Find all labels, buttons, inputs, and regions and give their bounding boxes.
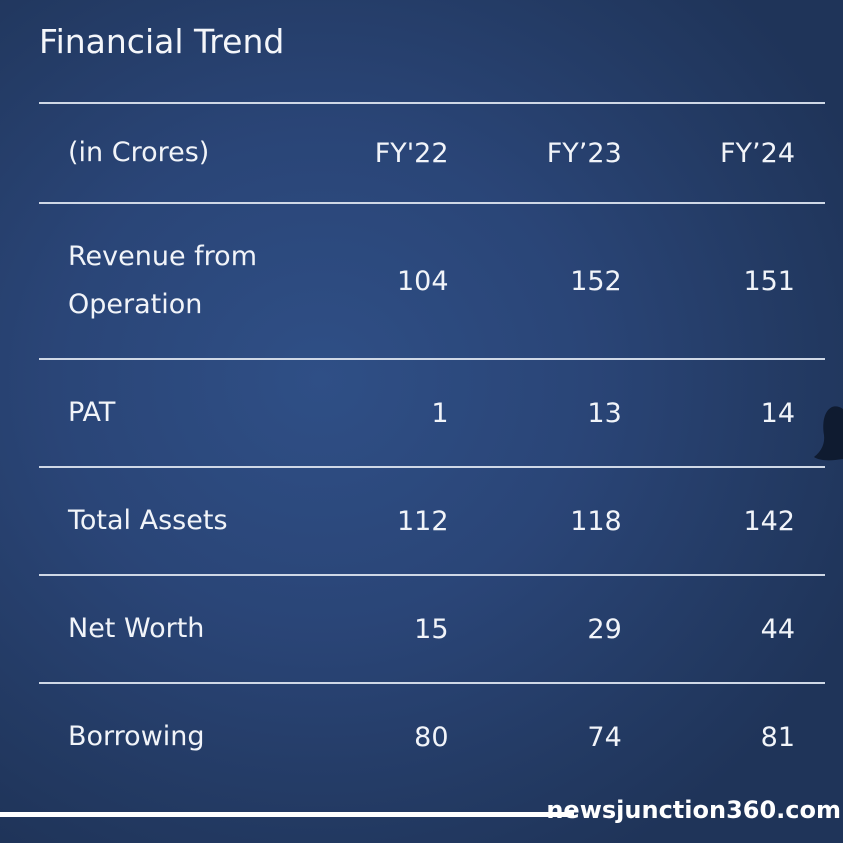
cell-value: 15 xyxy=(295,574,449,683)
row-label: Revenue from Operation xyxy=(39,202,296,359)
table-row: Net Worth 15 29 44 xyxy=(39,574,825,683)
row-label: PAT xyxy=(39,358,296,467)
footer-divider xyxy=(0,812,574,817)
cell-value: 104 xyxy=(295,202,449,359)
watermark-text: newsjunction360.com xyxy=(546,796,841,824)
header-fy24: FY’24 xyxy=(621,102,825,203)
row-label: Total Assets xyxy=(39,466,296,575)
cell-value: 1 xyxy=(295,358,449,467)
cell-value: 14 xyxy=(621,358,825,467)
table-row: Borrowing 80 74 81 xyxy=(39,682,825,790)
financial-trend-table: (in Crores) FY'22 FY’23 FY’24 Revenue fr… xyxy=(39,102,825,790)
cell-value: 74 xyxy=(448,682,622,790)
cell-value: 151 xyxy=(621,202,825,359)
cell-value: 152 xyxy=(448,202,622,359)
cell-value: 80 xyxy=(295,682,449,790)
row-label: Borrowing xyxy=(39,682,296,790)
cell-value: 81 xyxy=(621,682,825,790)
cell-value: 118 xyxy=(448,466,622,575)
cell-value: 44 xyxy=(621,574,825,683)
row-label: Net Worth xyxy=(39,574,296,683)
table-row: Revenue from Operation 104 152 151 xyxy=(39,202,825,359)
cell-value: 142 xyxy=(621,466,825,575)
table-header-row: (in Crores) FY'22 FY’23 FY’24 xyxy=(39,102,825,203)
decorative-shape-icon xyxy=(814,406,843,461)
cell-value: 13 xyxy=(448,358,622,467)
header-fy22: FY'22 xyxy=(295,102,449,203)
header-fy23: FY’23 xyxy=(448,102,622,203)
cell-value: 112 xyxy=(295,466,449,575)
cell-value: 29 xyxy=(448,574,622,683)
table-row: PAT 1 13 14 xyxy=(39,358,825,467)
table-row: Total Assets 112 118 142 xyxy=(39,466,825,575)
header-unit: (in Crores) xyxy=(39,102,296,203)
page-title: Financial Trend xyxy=(39,22,285,61)
